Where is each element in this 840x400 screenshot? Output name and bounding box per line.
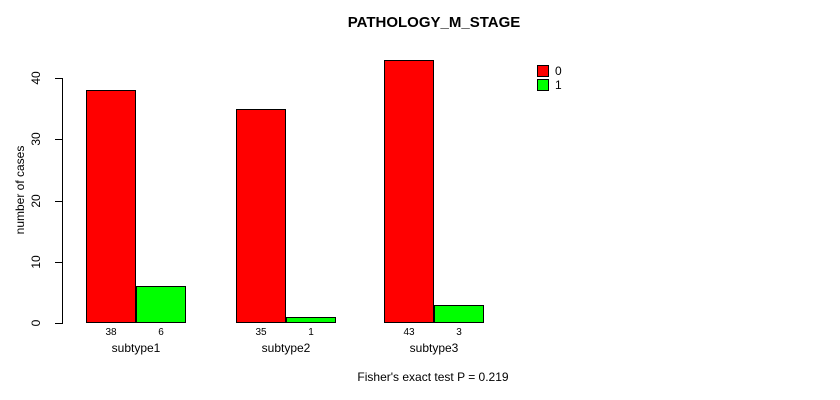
- bar-value-label-subtype3-series0: 43: [403, 327, 415, 338]
- bar-subtype2-series0: [236, 109, 286, 323]
- y-axis-line: [62, 78, 63, 324]
- y-axis-tick: [55, 261, 62, 263]
- x-category-label-subtype1: subtype1: [111, 341, 161, 355]
- y-tick-label-40: 40: [29, 71, 43, 85]
- y-axis-tick: [55, 78, 62, 79]
- annotation-fisher-test: Fisher's exact test P = 0.219: [357, 370, 509, 384]
- bar-subtype1-series0: [86, 90, 136, 323]
- bar-subtype3-series1: [434, 305, 484, 323]
- bar-value-label-subtype1-series0: 38: [105, 327, 117, 338]
- bar-value-label-subtype2-series1: 1: [308, 327, 314, 338]
- bar-value-label-subtype3-series1: 3: [456, 327, 462, 338]
- chart-title: PATHOLOGY_M_STAGE: [347, 14, 521, 31]
- bar-subtype1-series1: [136, 286, 186, 323]
- x-category-label-subtype3: subtype3: [409, 341, 459, 355]
- legend-label-0: 0: [555, 64, 562, 78]
- y-tick-label-0: 0: [29, 319, 43, 327]
- x-category-label-subtype2: subtype2: [261, 341, 311, 355]
- y-tick-label-20: 20: [29, 193, 43, 208]
- y-axis-tick: [55, 139, 62, 141]
- legend-item-1: 1: [537, 78, 562, 92]
- legend-swatch-0: [537, 65, 549, 77]
- y-axis-tick: [55, 323, 62, 324]
- bar-value-label-subtype1-series1: 6: [158, 327, 164, 338]
- bar-subtype2-series1: [286, 317, 336, 323]
- y-axis-label: number of cases: [13, 145, 27, 235]
- y-tick-label-10: 10: [29, 255, 43, 269]
- y-tick-label-30: 30: [29, 132, 43, 146]
- bar-value-label-subtype2-series0: 35: [255, 327, 267, 338]
- legend-label-1: 1: [555, 78, 562, 92]
- legend-item-0: 0: [537, 64, 562, 78]
- legend-swatch-1: [537, 79, 549, 91]
- y-axis-tick: [55, 200, 62, 202]
- bar-subtype3-series0: [384, 60, 434, 323]
